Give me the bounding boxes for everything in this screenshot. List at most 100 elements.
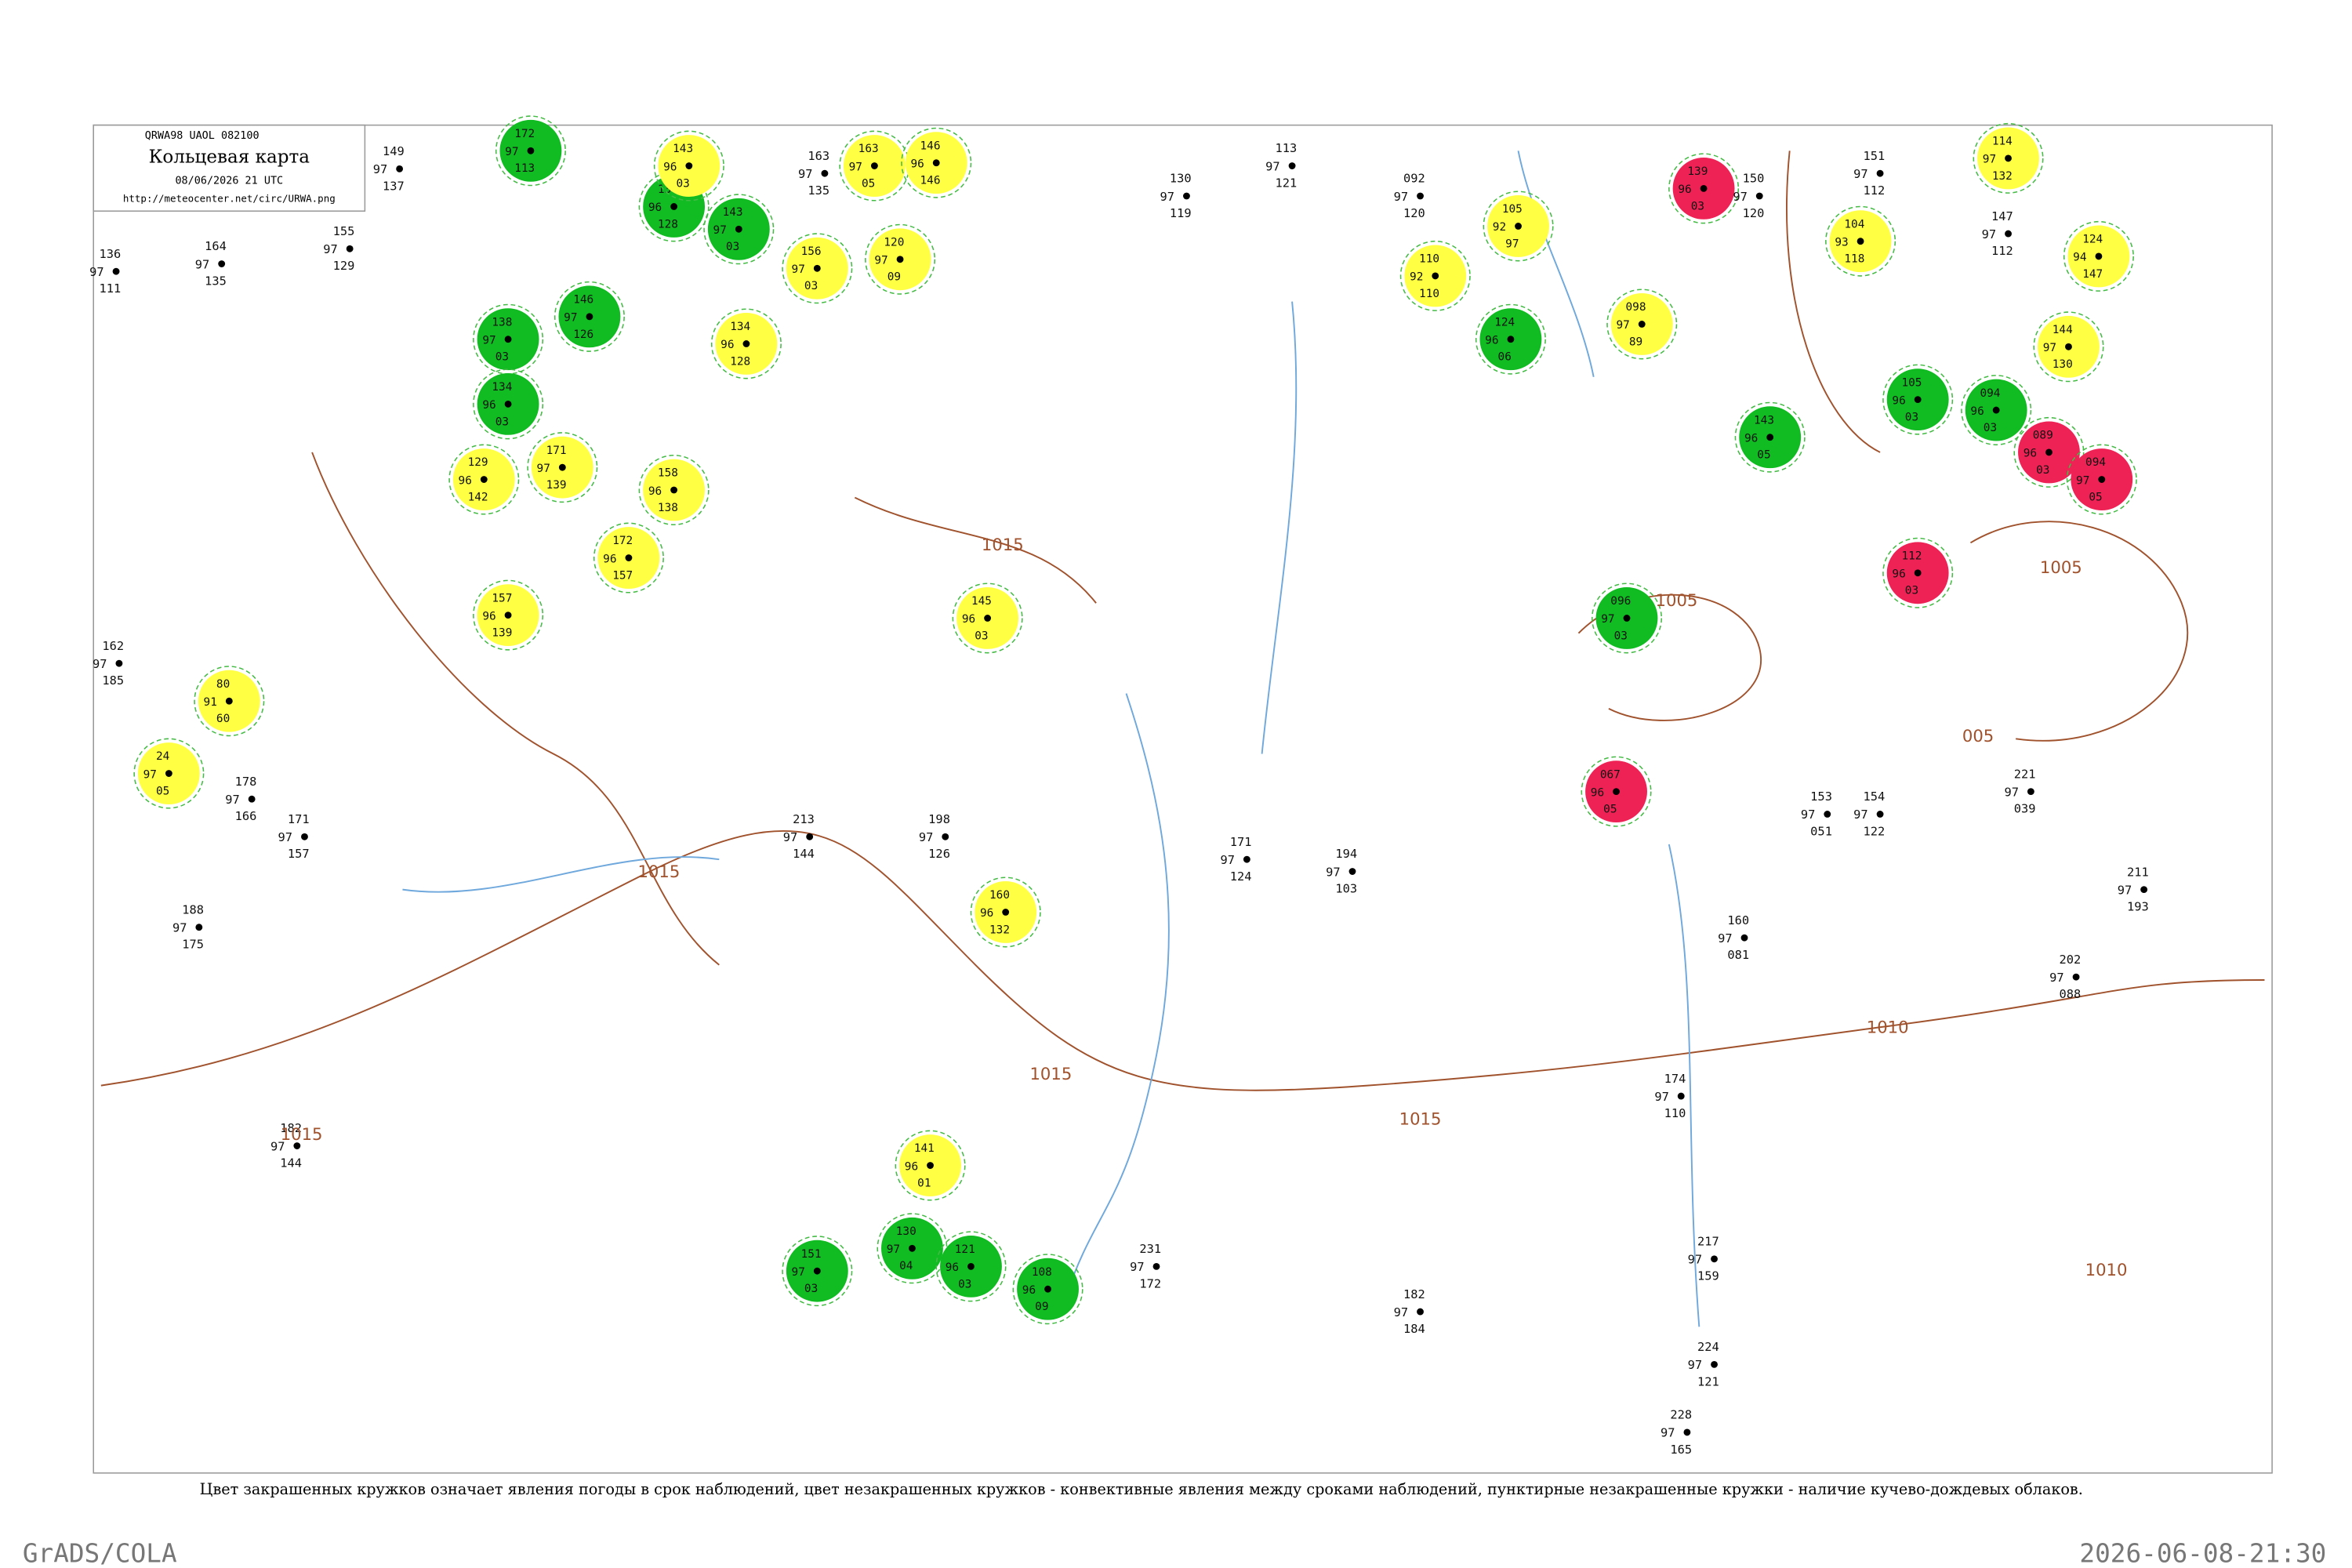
station-left: 97 [278, 830, 293, 844]
station-top: 138 [492, 316, 512, 328]
station-top: 067 [1600, 768, 1621, 781]
station-bottom: 139 [492, 627, 512, 640]
station-dot [586, 313, 593, 321]
cb-ring [1973, 122, 2044, 194]
station-left: 96 [1892, 568, 1905, 581]
station-bottom: 124 [1230, 869, 1252, 884]
station-left: 97 [89, 265, 104, 279]
cb-ring [2013, 416, 2085, 488]
station-top: 134 [492, 381, 512, 394]
station-bottom: 03 [726, 241, 739, 253]
station-dot [927, 1162, 934, 1169]
footer-left: GrADS/COLA [23, 1538, 177, 1568]
station-bottom: 146 [920, 175, 941, 187]
station-top: 098 [1626, 301, 1646, 314]
station-bottom: 165 [1670, 1443, 1692, 1457]
station-dot [1683, 1428, 1691, 1436]
weather-station: 089 96 03 [2013, 416, 2085, 488]
station-dot [967, 1262, 975, 1270]
station-top: 160 [1727, 913, 1749, 927]
station-bottom: 06 [1498, 351, 1512, 364]
station-left: 96 [980, 907, 993, 920]
station-dot [1044, 1285, 1051, 1293]
plain-station: 178 97 166 [225, 775, 256, 823]
station-left: 96 [2024, 448, 2037, 460]
weather-station: 110 92 110 [1399, 240, 1471, 311]
station-dot [1288, 162, 1296, 169]
station-dot [685, 162, 693, 169]
station-top: 231 [1139, 1242, 1161, 1256]
header-box: QRWA98 UAOL 082100 Кольцевая карта 08/06… [93, 124, 366, 212]
station-dot [396, 165, 404, 172]
station-dot [1677, 1092, 1685, 1100]
station-top: 130 [896, 1225, 916, 1238]
station-dot [1857, 238, 1864, 245]
station-top: 143 [1754, 414, 1774, 426]
plain-station: 164 97 135 [195, 239, 227, 288]
weather-station: 160 96 132 [970, 877, 1041, 948]
station-left: 97 [1853, 167, 1868, 181]
station-bottom: 144 [793, 847, 815, 861]
station-bottom: 03 [676, 177, 689, 190]
station-top: 092 [1403, 172, 1425, 186]
station-dot [813, 264, 821, 272]
station-left: 96 [946, 1261, 959, 1274]
station-bottom: 03 [975, 630, 988, 642]
station-dot [115, 659, 123, 667]
cb-ring [133, 738, 205, 809]
station-top: 143 [723, 206, 743, 219]
station-dot [1992, 406, 2000, 414]
station-bottom: 118 [1844, 253, 1864, 266]
station-left: 97 [482, 334, 495, 347]
station-top: 158 [658, 467, 678, 480]
station-left: 97 [1265, 159, 1280, 173]
station-top: 105 [1502, 203, 1523, 216]
station-top: 089 [2033, 430, 2053, 442]
cb-ring [952, 583, 1023, 654]
station-left: 97 [2043, 342, 2056, 354]
weather-station: 158 96 138 [638, 455, 710, 525]
station-top: 211 [2127, 865, 2149, 879]
station-bottom: 03 [1614, 630, 1628, 642]
plain-station: 188 97 175 [172, 902, 204, 951]
station-left: 97 [713, 224, 727, 237]
station-top: 154 [1863, 789, 1885, 804]
cb-ring [1475, 303, 1546, 375]
station-bottom: 039 [2014, 802, 2036, 816]
station-dot [1417, 1308, 1424, 1316]
station-left: 97 [1661, 1426, 1675, 1440]
station-top: 163 [808, 149, 829, 163]
station-dot [1183, 192, 1190, 200]
station-left: 97 [2118, 883, 2132, 897]
station-bottom: 05 [156, 785, 169, 797]
header-title: Кольцевая карта [149, 147, 310, 168]
station-dot [1914, 569, 1922, 577]
station-dot [2045, 448, 2053, 456]
header-url: http://meteocenter.net/circ/URWA.png [123, 193, 336, 205]
cb-ring [1668, 153, 1740, 224]
plain-station: 174 97 110 [1654, 1072, 1686, 1120]
isobar-label: 1010 [1867, 1017, 1909, 1036]
station-left: 96 [648, 485, 662, 498]
station-dot [1152, 1262, 1160, 1270]
station-bottom: 05 [2089, 491, 2102, 503]
station-top: 228 [1670, 1408, 1692, 1422]
cb-ring [1592, 583, 1662, 654]
station-dot [293, 1142, 301, 1149]
plain-station: 171 97 124 [1220, 835, 1251, 884]
station-left: 96 [1744, 432, 1758, 445]
station-top: 144 [2053, 324, 2073, 336]
station-left: 97 [1733, 190, 1748, 204]
station-top: 151 [1863, 149, 1885, 163]
weather-station: 151 97 03 [782, 1236, 853, 1307]
station-bottom: 89 [1629, 336, 1642, 348]
station-top: 094 [1980, 387, 2000, 400]
station-bottom: 111 [99, 281, 121, 296]
station-bottom: 112 [1991, 244, 2013, 258]
station-left: 97 [1801, 808, 1816, 822]
stations-layer: 1729711313496128143970313897031469712613… [89, 115, 2149, 1457]
